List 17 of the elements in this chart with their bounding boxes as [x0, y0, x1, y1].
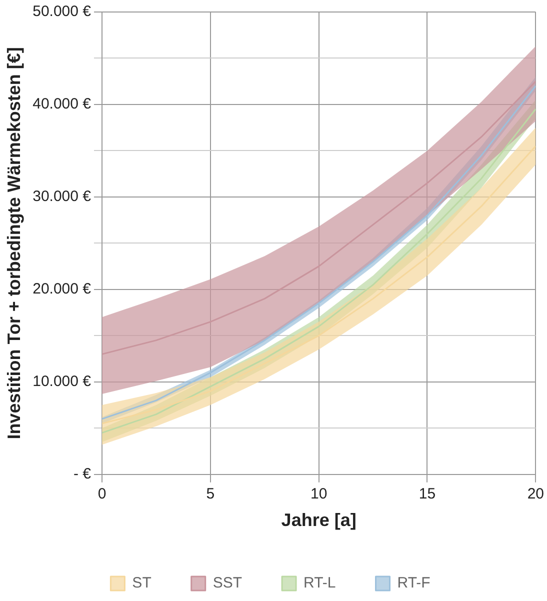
y-tick-label: 40.000 €: [32, 96, 92, 113]
y-tick-label: 50.000 €: [32, 3, 92, 20]
x-axis-title: Jahre [a]: [281, 510, 356, 530]
x-tick-label: 15: [418, 486, 436, 503]
legend-label: RT-F: [397, 574, 430, 592]
y-tick-label: 20.000 €: [32, 280, 92, 298]
y-tick-label: - €: [73, 466, 92, 483]
legend-label: SST: [212, 574, 242, 592]
x-tick-label: 0: [98, 486, 106, 503]
legend-label: RT-L: [304, 574, 336, 592]
y-axis-title: Investition Tor + torbedingte Wärmekosten [€]: [4, 47, 24, 440]
y-tick-label: 10.000 €: [32, 373, 92, 390]
x-tick-label: 10: [310, 486, 328, 503]
x-tick-label: 5: [206, 486, 215, 503]
x-tick-label: 20: [527, 486, 544, 503]
y-tick-label: 30.000 €: [32, 188, 92, 206]
legend-label: ST: [132, 574, 152, 592]
